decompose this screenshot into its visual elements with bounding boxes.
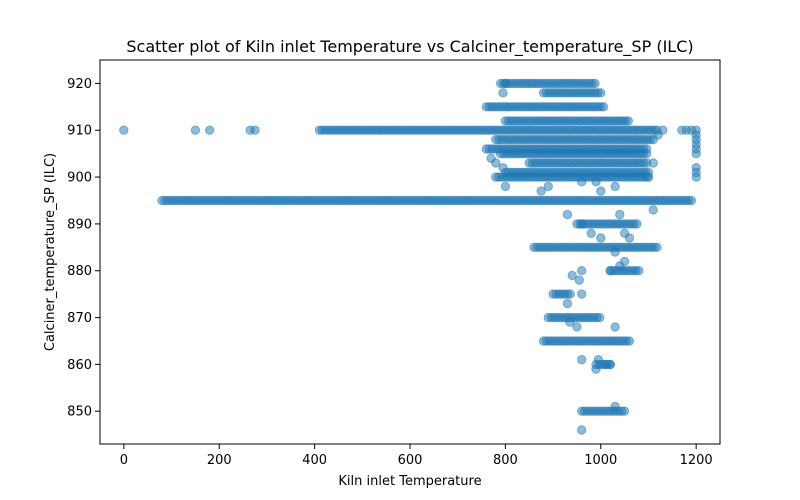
data-point [652, 242, 662, 253]
x-tick-label: 200 [207, 453, 232, 468]
data-point [562, 209, 573, 220]
data-point [565, 317, 575, 327]
data-point [598, 102, 609, 112]
x-tick-label: 800 [493, 453, 518, 468]
data-point [605, 266, 615, 276]
data-point [590, 78, 600, 89]
data-point [491, 158, 501, 168]
data-point [596, 88, 606, 98]
data-point [500, 181, 511, 192]
data-point [605, 359, 615, 370]
data-point [619, 406, 630, 416]
data-point [677, 125, 687, 135]
y-tick-label: 920 [67, 77, 92, 92]
data-point [648, 158, 658, 168]
data-point [610, 401, 620, 412]
data-point [577, 289, 587, 299]
data-point [190, 125, 201, 135]
data-point [577, 266, 587, 276]
data-points [119, 78, 701, 435]
data-point [658, 125, 668, 135]
data-point [591, 364, 601, 374]
data-point [610, 322, 620, 332]
data-point [500, 78, 511, 89]
data-point [596, 186, 606, 196]
data-point [623, 116, 634, 126]
y-tick-label: 850 [67, 405, 92, 420]
data-point [498, 88, 508, 98]
data-point [632, 219, 642, 229]
data-point [610, 181, 620, 192]
data-point [498, 163, 508, 173]
data-point [595, 312, 605, 323]
data-point [691, 149, 701, 159]
data-point [577, 177, 587, 187]
y-axis: 850 860 870 880 890 900 910 920 [67, 77, 100, 420]
data-point [610, 247, 620, 257]
y-tick-label: 870 [67, 311, 92, 326]
data-point [543, 181, 553, 192]
data-point [686, 125, 697, 135]
x-tick-label: 0 [120, 453, 128, 468]
y-tick-label: 880 [67, 264, 92, 279]
y-tick-label: 890 [67, 217, 92, 232]
x-axis: 0 200 400 600 800 1000 1200 [120, 444, 713, 468]
data-point [567, 270, 577, 281]
data-point [648, 205, 658, 215]
data-point [686, 195, 697, 206]
data-point [577, 219, 587, 229]
data-point [634, 266, 644, 276]
data-point [572, 322, 582, 332]
x-tick-label: 400 [302, 453, 327, 468]
y-tick-label: 900 [67, 171, 92, 186]
x-tick-label: 1000 [584, 453, 617, 468]
y-tick-label: 860 [67, 358, 92, 373]
data-point [643, 172, 654, 182]
data-point [205, 125, 215, 135]
x-axis-label: Kiln inlet Temperature [338, 474, 481, 489]
data-point [624, 336, 635, 346]
data-point [593, 355, 604, 365]
data-point [624, 233, 635, 243]
data-point [119, 125, 129, 135]
data-point [615, 261, 625, 271]
data-point [615, 209, 625, 220]
y-tick-label: 910 [67, 124, 92, 139]
x-tick-label: 1200 [680, 453, 713, 468]
data-point [641, 149, 652, 159]
data-point [577, 355, 587, 365]
data-point [565, 289, 575, 299]
y-axis-label: Calciner_temperature_SP (ILC) [43, 153, 58, 351]
data-point [691, 172, 701, 182]
chart-title: Scatter plot of Kiln inlet Temperature v… [126, 37, 693, 57]
x-tick-label: 600 [398, 453, 423, 468]
data-point [591, 177, 601, 187]
data-point [250, 125, 260, 135]
data-point [596, 233, 606, 243]
data-point [586, 228, 596, 239]
data-point [577, 425, 587, 435]
data-point [562, 298, 573, 309]
data-point [574, 275, 584, 285]
data-point [536, 186, 546, 196]
